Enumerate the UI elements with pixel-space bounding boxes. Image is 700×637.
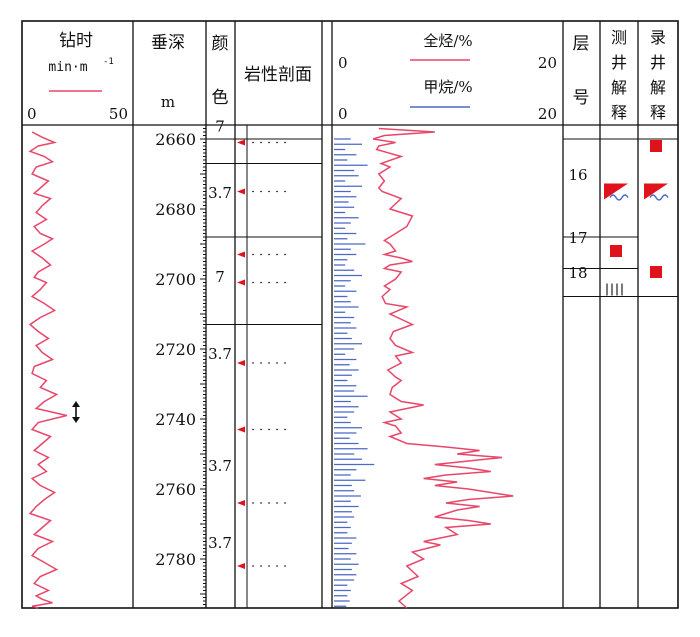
rop-scale-min: 0: [27, 105, 37, 123]
red-square-icon: [650, 266, 662, 278]
depth-header: 垂深 m: [151, 33, 185, 111]
depth-label: 2680: [155, 200, 196, 219]
lithology-red-marker: [237, 500, 245, 506]
lithology-red-marker: [237, 139, 245, 146]
grid-frame: [21, 20, 679, 609]
logging-interp-char-3: 解: [611, 78, 627, 97]
red-square-icon: [610, 245, 622, 257]
logging-interp-char-4: 释: [611, 103, 627, 122]
depth-unit: m: [161, 93, 175, 111]
rop-scale-max: 50: [109, 105, 128, 123]
color-title-1: 颜: [212, 34, 229, 54]
gas-red-wedge: [604, 183, 628, 200]
lithology-red-marker: [237, 563, 245, 569]
gas-water-icon: [604, 183, 629, 201]
mud-interp-header: 录 井 解 释: [650, 28, 666, 122]
total-gas-track: [372, 127, 514, 609]
outer-border: [21, 20, 679, 609]
methane-scale-max: 20: [538, 105, 557, 123]
rop-curve: [28, 131, 67, 609]
lithology-red-marker: [237, 279, 245, 286]
lithology-title: 岩性剖面: [244, 65, 312, 85]
rop-title: 钻时: [59, 31, 93, 51]
depth-title: 垂深: [151, 33, 185, 53]
methane-label: 甲烷/%: [423, 78, 472, 96]
layer-track: 16 17 18: [563, 138, 678, 298]
layer-number: 17: [568, 229, 587, 247]
depth-label: 2720: [155, 340, 196, 359]
rop-header: 钻时 min·m -1 0 50: [27, 31, 128, 123]
mud-interp-char-2: 井: [650, 53, 666, 72]
logging-interp-char-2: 井: [611, 53, 627, 72]
depth-label: 2760: [155, 480, 196, 499]
water-wave: [609, 194, 629, 201]
depth-label: 2780: [155, 550, 196, 569]
lithology-red-marker: [237, 426, 245, 433]
depth-label: 2740: [155, 410, 196, 429]
rop-track: [28, 131, 67, 609]
layer-number: 18: [568, 264, 587, 282]
color-header: 颜 色: [212, 34, 229, 108]
layer-title-2: 号: [573, 88, 590, 108]
red-square-icon: [650, 140, 662, 152]
resize-cursor-icon[interactable]: [72, 401, 80, 423]
logging-interp-header: 测 井 解 释: [611, 28, 627, 122]
lithology-red-marker: [237, 188, 245, 195]
color-code: 3.7: [208, 457, 232, 475]
layer-title-1: 层: [573, 34, 590, 54]
depth-track: 2660 2680 2700 2720 2740 2760 2780: [155, 128, 206, 609]
total-gas-scale-max: 20: [538, 54, 557, 72]
mud-interp-char-1: 录: [650, 28, 666, 47]
methane-track: [334, 138, 375, 607]
total-gas-scale-min: 0: [338, 54, 348, 72]
rop-unit-exponent: -1: [103, 57, 114, 67]
color-code: 7: [215, 268, 225, 286]
mud-interp-char-3: 解: [650, 78, 666, 97]
depth-label: 2660: [155, 130, 196, 149]
total-gas-label: 全烃/%: [423, 32, 472, 50]
logging-interp-char-1: 测: [611, 28, 627, 47]
layer-header: 层 号: [573, 34, 590, 108]
dry-layer-icon: [606, 283, 623, 296]
gas-water-icon: [644, 183, 669, 201]
lithology-track: [237, 139, 292, 569]
color-code: 7: [215, 118, 225, 136]
color-code: 3.7: [208, 184, 232, 202]
color-track: 7 3.7 7 3.7 3.7 3.7: [206, 118, 322, 552]
gas-header: 全烃/% 0 20 甲烷/% 0 20: [338, 32, 557, 123]
color-title-2: 色: [212, 88, 229, 108]
layer-number: 16: [568, 166, 587, 184]
color-code: 3.7: [208, 345, 232, 363]
lithology-red-marker: [237, 360, 245, 366]
depth-label: 2700: [155, 270, 196, 289]
interpretation-tracks: [604, 140, 669, 296]
total-gas-curve: [372, 127, 514, 609]
water-wave: [649, 194, 669, 201]
lithology-red-marker: [237, 251, 245, 258]
color-code: 3.7: [208, 534, 232, 552]
mud-interp-char-4: 释: [650, 103, 666, 122]
gas-red-wedge: [644, 183, 668, 200]
rop-unit: min·m: [48, 60, 87, 75]
methane-scale-min: 0: [338, 105, 348, 123]
